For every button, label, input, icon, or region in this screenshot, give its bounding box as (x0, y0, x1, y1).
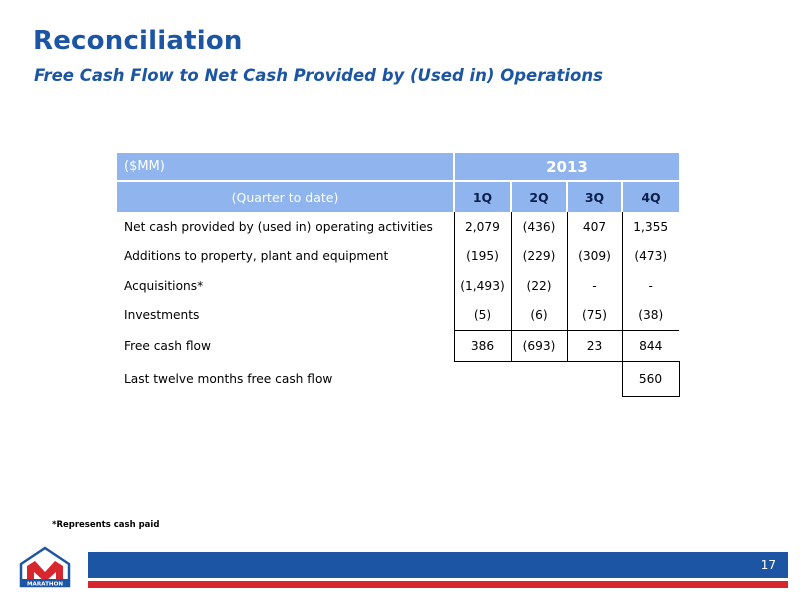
cell-value: (693) (511, 329, 567, 362)
cell-value: (75) (566, 300, 623, 330)
free-cash-flow-row: Free cash flow 386 (693) 23 844 (117, 329, 679, 362)
ltm-free-cash-flow-row: Last twelve months free cash flow 560 (117, 361, 680, 397)
cell-value: 23 (566, 329, 623, 362)
table-header-row-year: ($MM) 2013 (117, 153, 679, 181)
quarter-header: 2Q (510, 180, 567, 212)
cell-value: (473) (634, 249, 668, 264)
page-subtitle: Free Cash Flow to Net Cash Provided by (… (34, 66, 603, 85)
footer-red-band (88, 581, 788, 588)
cell-value: (229) (522, 249, 556, 264)
cell-value: (1,493) (453, 271, 512, 301)
table-row: Investments (5) (6) (75) (38) (117, 300, 679, 330)
cell-value: (5) (453, 300, 512, 330)
quarter-header: 4Q (621, 180, 679, 212)
cell-value: - (566, 271, 623, 301)
marathon-logo-icon: MARATHON (17, 546, 73, 592)
quarter-header: 3Q (566, 180, 622, 212)
row-label: Additions to property, plant and equipme… (124, 249, 389, 264)
cell-value: 386 (453, 329, 512, 362)
row-label: Net cash provided by (used in) operating… (124, 219, 433, 234)
page-number: 17 (760, 558, 776, 572)
cell-value: 2,079 (453, 212, 512, 242)
table-row: Net cash provided by (used in) operating… (117, 212, 679, 242)
row-label: Investments (124, 308, 200, 323)
quarter-header: 1Q (453, 180, 511, 212)
table-row: Acquisitions* (1,493) (22) - - (117, 271, 679, 301)
cell-value: 844 (622, 329, 679, 362)
cell-value: (22) (526, 278, 552, 293)
period-label: (Quarter to date) (117, 180, 454, 212)
cell-value: (6) (530, 308, 548, 322)
cell-value: (195) (453, 241, 512, 271)
logo-text: MARATHON (27, 581, 63, 587)
cell-value: 560 (621, 361, 680, 397)
reconciliation-table: ($MM) 2013 (Quarter to date) 1Q 2Q 3Q 4Q… (117, 153, 680, 397)
row-label: Acquisitions* (124, 278, 204, 293)
cell-value: 407 (566, 212, 623, 242)
footnote: *Represents cash paid (52, 520, 160, 530)
row-label: Last twelve months free cash flow (124, 371, 333, 386)
footer-bar: 17 (88, 552, 788, 588)
row-label: Free cash flow (124, 338, 211, 353)
cell-value: (436) (522, 219, 556, 234)
cell-value: (309) (566, 241, 623, 271)
table-header-row-quarters: (Quarter to date) 1Q 2Q 3Q 4Q (117, 180, 679, 212)
unit-label: ($MM) (117, 153, 454, 181)
table-row: Additions to property, plant and equipme… (117, 241, 679, 271)
cell-value: 1,355 (633, 219, 669, 234)
year-header: 2013 (453, 153, 679, 181)
cell-value: (38) (638, 308, 664, 322)
page-title: Reconciliation (33, 26, 243, 56)
footer-blue-band: 17 (88, 552, 788, 578)
cell-value: - (648, 278, 653, 293)
